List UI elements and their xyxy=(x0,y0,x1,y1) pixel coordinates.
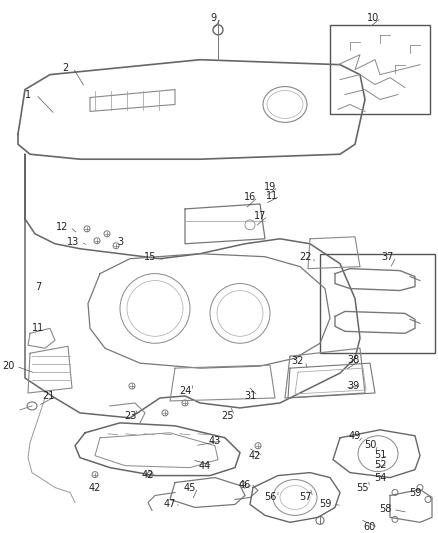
Text: 51: 51 xyxy=(374,450,386,459)
Text: 21: 21 xyxy=(42,391,54,401)
Text: 10: 10 xyxy=(367,13,379,23)
Bar xyxy=(320,254,435,353)
Text: 49: 49 xyxy=(349,431,361,441)
Text: 37: 37 xyxy=(382,252,394,262)
Text: 13: 13 xyxy=(67,237,79,247)
Text: 9: 9 xyxy=(210,13,216,23)
Text: 7: 7 xyxy=(35,281,41,292)
Text: 52: 52 xyxy=(374,459,386,470)
Text: 46: 46 xyxy=(239,480,251,489)
Text: 32: 32 xyxy=(291,356,303,366)
Text: 55: 55 xyxy=(356,482,368,492)
Text: 45: 45 xyxy=(184,482,196,492)
Text: 25: 25 xyxy=(221,411,233,421)
Bar xyxy=(330,25,430,115)
Text: 38: 38 xyxy=(347,355,359,365)
Text: 12: 12 xyxy=(56,222,68,232)
Text: 59: 59 xyxy=(319,499,331,510)
Text: 23: 23 xyxy=(124,411,136,421)
Text: 60: 60 xyxy=(364,522,376,532)
Text: 20: 20 xyxy=(2,361,14,371)
Text: 3: 3 xyxy=(117,237,123,247)
Text: 59: 59 xyxy=(409,488,421,497)
Text: 31: 31 xyxy=(244,391,256,401)
Text: 11: 11 xyxy=(32,324,44,333)
Text: 42: 42 xyxy=(249,451,261,461)
Text: 56: 56 xyxy=(264,492,276,503)
Text: 43: 43 xyxy=(209,436,221,446)
Text: 47: 47 xyxy=(164,499,176,510)
Text: 19: 19 xyxy=(264,182,276,192)
Text: 22: 22 xyxy=(299,252,311,262)
Text: 11: 11 xyxy=(266,191,278,201)
Text: 42: 42 xyxy=(142,470,154,480)
Text: 42: 42 xyxy=(89,482,101,492)
Text: 16: 16 xyxy=(244,192,256,202)
Text: 50: 50 xyxy=(364,440,376,450)
Text: 24: 24 xyxy=(179,386,191,396)
Text: 17: 17 xyxy=(254,211,266,221)
Text: 44: 44 xyxy=(199,461,211,471)
Text: 2: 2 xyxy=(62,63,68,72)
Text: 54: 54 xyxy=(374,473,386,482)
Text: 57: 57 xyxy=(299,492,311,503)
Text: 1: 1 xyxy=(25,90,31,100)
Text: 15: 15 xyxy=(144,252,156,262)
Text: 39: 39 xyxy=(347,381,359,391)
Text: 58: 58 xyxy=(379,504,391,514)
